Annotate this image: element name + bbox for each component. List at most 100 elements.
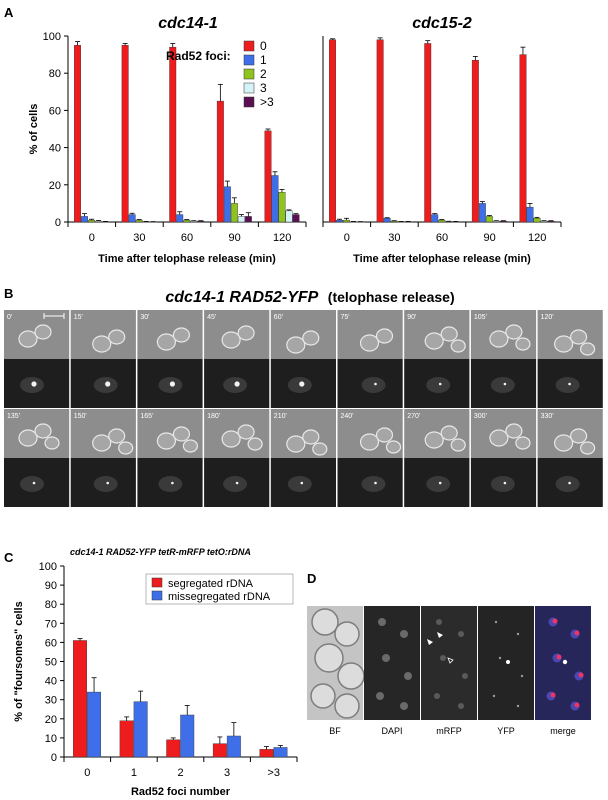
panel-b-title: cdc14-1 RAD52-YFP (telophase release) xyxy=(165,289,454,306)
y-tick-label: 90 xyxy=(45,580,57,592)
x-tick-label: 90 xyxy=(483,232,495,244)
merge-rfp xyxy=(574,702,580,708)
cell-shape xyxy=(237,325,255,341)
bar xyxy=(431,214,439,223)
y-tick-label: 20 xyxy=(49,180,61,192)
cell-shape xyxy=(156,333,176,351)
bar xyxy=(478,203,486,223)
cell-shape xyxy=(440,425,458,441)
chart-c-title: cdc14-1 RAD52-YFP tetR-mRFP tetO:rDNA xyxy=(70,547,251,557)
cell-shape xyxy=(375,427,394,443)
nucleus xyxy=(378,618,386,626)
rad52-focus xyxy=(235,481,239,485)
timepoint-label: 45' xyxy=(207,314,216,321)
y-tick-label: 40 xyxy=(49,143,61,155)
fluorescence-haze xyxy=(361,476,386,492)
merge-rfp xyxy=(550,692,556,698)
rad52-focus xyxy=(300,481,304,485)
cell-shape xyxy=(310,683,336,709)
open-arrowhead-marker xyxy=(447,657,454,664)
legend-label: 2 xyxy=(260,67,267,81)
bar xyxy=(259,749,274,758)
arrowhead-marker xyxy=(437,632,443,638)
y-tick-label: 60 xyxy=(49,105,61,117)
cell-shape xyxy=(108,329,126,345)
y-axis-label: % of cells xyxy=(28,104,40,155)
timepoint-label: 90' xyxy=(407,314,416,321)
bar xyxy=(519,54,527,223)
bar xyxy=(273,747,288,758)
microscopy-panel: BF DAPI mRFP YFP merge xyxy=(307,606,591,736)
x-tick-label: 0 xyxy=(344,232,350,244)
bar xyxy=(471,59,479,223)
panel-letter-b: B xyxy=(4,286,13,301)
cell-shape xyxy=(579,441,596,455)
timepoint-label: 180' xyxy=(207,413,220,420)
legend-swatch xyxy=(243,96,255,108)
cell-shape xyxy=(569,428,588,444)
mrfp-image xyxy=(421,606,477,720)
legend-swatch xyxy=(151,577,163,588)
merge-rfp xyxy=(556,654,562,660)
chart-cdc15-2: 0 30 60 90 120 cdc15-2 Time after telophase re… xyxy=(322,15,562,265)
image-label: YFP xyxy=(497,726,515,736)
bar xyxy=(540,220,548,223)
legend-label: >3 xyxy=(260,95,274,109)
bar xyxy=(285,210,293,223)
bar xyxy=(336,219,343,223)
chart-title: cdc15-2 xyxy=(412,15,472,32)
cell-shape xyxy=(34,423,52,439)
timepoint-label: 135' xyxy=(7,413,20,420)
cell-shape xyxy=(172,327,190,343)
bar xyxy=(237,216,245,223)
x-axis-label: Rad52 foci number xyxy=(131,786,231,798)
timepoint-label: 210' xyxy=(274,413,287,420)
bar xyxy=(271,175,279,223)
rad52-focus xyxy=(503,481,507,485)
timepoint-label: 150' xyxy=(74,413,87,420)
cell-shape xyxy=(359,334,380,352)
bar xyxy=(390,220,398,223)
cell-shape xyxy=(92,335,112,353)
legend-label: missegregated rDNA xyxy=(168,591,271,603)
x-tick-label: 2 xyxy=(177,767,183,779)
rad52-focus xyxy=(438,382,442,386)
fluorescence-haze xyxy=(490,476,515,492)
nucleus xyxy=(382,654,390,662)
cell-shape xyxy=(302,429,320,445)
panel-b-title-italic: cdc14-1 RAD52-YFP xyxy=(165,289,318,306)
legend-swatch xyxy=(151,590,163,601)
rad52-focus xyxy=(234,381,240,387)
chart-title: cdc14-1 xyxy=(158,15,218,32)
fluorescence-haze xyxy=(158,476,183,492)
bar xyxy=(197,220,205,223)
y-tick-label: 70 xyxy=(45,618,57,630)
cell-shape xyxy=(172,426,190,442)
yfp-focus xyxy=(516,632,520,636)
fluorescence-haze xyxy=(426,377,451,393)
timepoint-label: 300' xyxy=(474,413,487,420)
y-tick-label: 80 xyxy=(49,68,61,80)
cell-shape xyxy=(118,441,134,455)
cell-shape xyxy=(337,662,365,690)
cell-shape xyxy=(334,693,360,719)
x-tick-label: 120 xyxy=(528,232,546,244)
bar xyxy=(87,691,102,758)
rad52-focus xyxy=(503,382,507,386)
fluorescence-haze xyxy=(93,476,118,492)
x-tick-label: >3 xyxy=(267,767,280,779)
cell-shape xyxy=(569,329,588,345)
merge-rfp xyxy=(574,630,580,636)
timepoint-label: 240' xyxy=(341,413,354,420)
timepoint-label: 30' xyxy=(140,314,149,321)
yfp-focus xyxy=(498,656,502,660)
bar xyxy=(128,214,136,223)
bar xyxy=(383,218,391,223)
cell-shape xyxy=(450,339,466,353)
yfp-focus xyxy=(506,660,510,664)
bar xyxy=(81,216,89,223)
legend-label: 0 xyxy=(260,39,267,53)
